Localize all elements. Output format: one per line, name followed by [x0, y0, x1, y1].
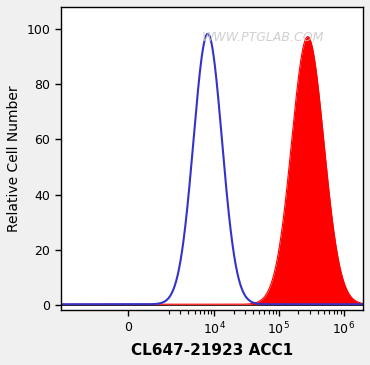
Text: WWW.PTGLAB.COM: WWW.PTGLAB.COM — [202, 31, 324, 44]
X-axis label: CL647-21923 ACC1: CL647-21923 ACC1 — [131, 343, 293, 358]
Y-axis label: Relative Cell Number: Relative Cell Number — [7, 85, 21, 232]
